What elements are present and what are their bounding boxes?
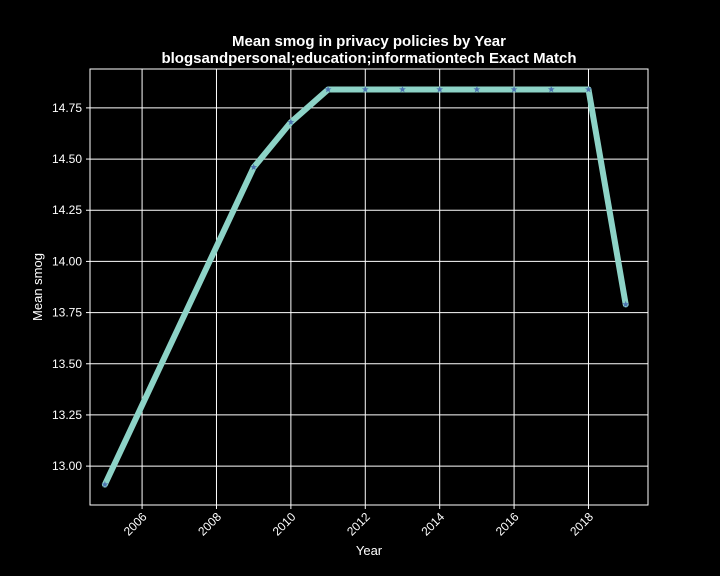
- data-point-marker: [324, 85, 332, 93]
- data-point-marker: [547, 85, 555, 93]
- y-tick-label: 14.25: [52, 203, 82, 217]
- chart-subtitle: blogsandpersonal;education;informationte…: [161, 50, 576, 67]
- chart-title: Mean smog in privacy policies by Year: [232, 33, 506, 50]
- y-tick-label: 13.25: [52, 408, 82, 422]
- y-tick-label: 14.75: [52, 101, 82, 115]
- data-point-marker: [622, 300, 630, 308]
- y-tick-label: 13.00: [52, 459, 82, 473]
- data-point-marker: [436, 85, 444, 93]
- y-axis-label: Mean smog: [30, 253, 45, 321]
- y-tick-label: 14.00: [52, 254, 82, 268]
- data-point-marker: [510, 85, 518, 93]
- data-point-marker: [361, 85, 369, 93]
- plot-background: [90, 69, 648, 505]
- y-tick-label: 13.75: [52, 306, 82, 320]
- x-axis-label: Year: [356, 543, 383, 558]
- series-line: [101, 86, 629, 488]
- data-point-marker: [250, 163, 258, 171]
- data-point-marker: [399, 85, 406, 93]
- y-tick-label: 14.50: [52, 152, 82, 166]
- y-tick-label: 13.50: [52, 357, 82, 371]
- plot-area: 2006 2008 2010 2012 2014 2016 201813.0013.2513…: [52, 68, 649, 539]
- data-point-marker: [473, 85, 481, 93]
- data-point-marker: [287, 118, 295, 126]
- grid-lines: [90, 69, 648, 505]
- data-point-marker: [585, 85, 592, 93]
- data-point-marker: [101, 480, 109, 488]
- series: [101, 85, 630, 488]
- plot-frame: [89, 68, 649, 506]
